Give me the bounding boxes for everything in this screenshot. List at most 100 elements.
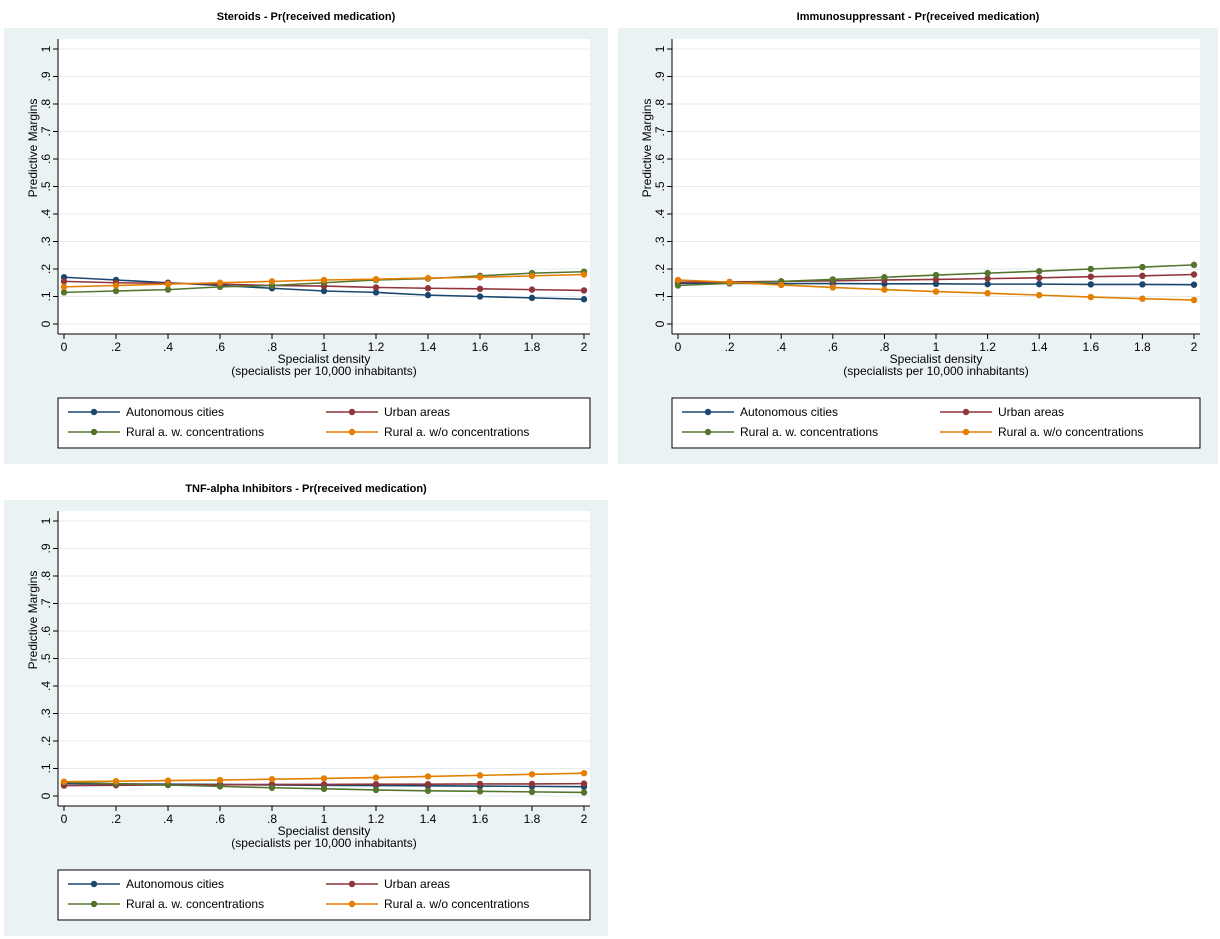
data-point	[984, 280, 991, 288]
legend-entry: Rural a. w. concentrations	[740, 425, 878, 439]
chart-title: Steroids - Pr(received medication)	[216, 11, 396, 23]
x-tick-label: .6	[215, 812, 225, 826]
legend-entry: Autonomous cities	[126, 877, 224, 891]
data-point	[1036, 268, 1043, 275]
x-tick-label: 1.4	[420, 812, 437, 826]
legend-entry: Rural a. w/o concentrations	[998, 425, 1143, 439]
data-point	[1139, 272, 1146, 280]
y-tick-label: 0	[39, 792, 53, 799]
legend-swatch-marker	[704, 408, 712, 416]
data-point	[164, 781, 172, 789]
data-point	[476, 274, 484, 281]
data-point	[372, 275, 380, 283]
legend-swatch-marker	[90, 880, 98, 888]
x-tick-label: .2	[111, 812, 121, 826]
data-point	[164, 777, 172, 784]
x-tick-label: .4	[163, 812, 173, 826]
data-point	[932, 288, 940, 295]
data-point	[1087, 273, 1094, 280]
data-point	[320, 781, 328, 788]
legend-entry: Urban areas	[384, 405, 450, 419]
steroids-chart: 0 .1 .2 .3 .4 .5 .6 .7 .8 .9 1 0 .2 .4 .6 .8 1 1.2 1.4 1.6 1…	[26, 39, 591, 449]
x-tick-label: 1.2	[979, 340, 996, 354]
data-point	[528, 788, 536, 796]
data-point	[580, 780, 588, 787]
data-point	[476, 788, 484, 795]
data-point	[1087, 281, 1094, 288]
y-tick-label: .3	[653, 236, 667, 246]
x-tick-label: 1.8	[1134, 340, 1151, 354]
immunosuppressant-chart: 0 .1 .2 .3 .4 .5 .6 .7 .8 .9 1 0 .2 .4 .6 .8 1 1.2 1.4 1.6 1…	[640, 39, 1201, 449]
data-point	[476, 285, 484, 292]
data-point	[372, 289, 380, 296]
y-tick-label: 1	[39, 517, 53, 524]
data-point	[1190, 271, 1198, 278]
legend	[671, 397, 1201, 449]
legend-entry: Rural a. w/o concentrations	[384, 425, 529, 439]
x-tick-label: 1.4	[420, 340, 437, 354]
data-point	[1139, 295, 1146, 302]
x-tick-label: 1.8	[524, 812, 541, 826]
data-point	[674, 276, 682, 284]
legend-swatch-marker	[348, 428, 356, 436]
data-point	[320, 287, 328, 295]
x-axis-subtitle: (specialists per 10,000 inhabitants)	[231, 836, 416, 850]
data-point	[984, 275, 991, 282]
data-point	[580, 789, 588, 796]
x-axis-title: Specialist density	[278, 824, 371, 838]
x-tick-label: 1.4	[1031, 340, 1048, 354]
data-point	[1087, 293, 1094, 301]
x-tick-label: 1.6	[472, 340, 489, 354]
data-point	[1036, 291, 1043, 299]
y-tick-label: .8	[653, 99, 667, 109]
data-point	[372, 284, 380, 291]
legend	[57, 869, 591, 921]
data-point	[268, 278, 276, 285]
y-axis-title: Predictive Margins	[26, 571, 40, 670]
x-tick-label: 1.2	[368, 812, 385, 826]
data-point	[112, 282, 120, 289]
legend-swatch-marker	[90, 408, 98, 416]
data-point	[1190, 281, 1198, 288]
y-tick-label: .9	[39, 543, 53, 553]
data-point	[216, 279, 224, 286]
data-point	[1190, 296, 1198, 304]
x-tick-label: 2	[1191, 340, 1198, 354]
data-point	[60, 778, 68, 785]
x-tick-label: 1.2	[368, 340, 385, 354]
x-tick-label: 2	[581, 812, 588, 826]
data-point	[112, 777, 120, 785]
y-axis-title: Predictive Margins	[640, 99, 654, 198]
x-tick-label: 1.6	[472, 812, 489, 826]
data-point	[580, 287, 588, 294]
legend-entry: Autonomous cities	[126, 405, 224, 419]
data-point	[372, 780, 380, 788]
data-point	[216, 783, 224, 790]
data-point	[424, 773, 432, 780]
legend-swatch-marker	[348, 880, 356, 888]
data-point	[424, 285, 432, 292]
x-tick-label: .2	[725, 340, 735, 354]
legend-entry: Rural a. w/o concentrations	[384, 897, 529, 911]
y-tick-label: .2	[39, 736, 53, 746]
chart-title: TNF-alpha Inhibitors - Pr(received medic…	[185, 483, 427, 495]
data-point	[164, 280, 172, 288]
legend-swatch-marker	[90, 900, 98, 908]
y-tick-label: .3	[39, 236, 53, 246]
data-point	[932, 276, 940, 283]
x-tick-label: 2	[581, 340, 588, 354]
data-point	[528, 294, 536, 302]
data-point	[580, 769, 588, 777]
legend-swatch-marker	[704, 428, 712, 436]
x-tick-label: 1	[321, 812, 328, 826]
data-point	[528, 286, 536, 293]
y-tick-label: .3	[39, 708, 53, 718]
y-tick-label: .6	[653, 154, 667, 164]
y-tick-label: .9	[39, 71, 53, 81]
data-point	[580, 271, 588, 278]
data-point	[1139, 281, 1146, 288]
x-tick-label: .8	[267, 812, 277, 826]
data-point	[372, 774, 380, 781]
data-point	[829, 276, 836, 283]
legend-swatch-marker	[348, 408, 356, 416]
